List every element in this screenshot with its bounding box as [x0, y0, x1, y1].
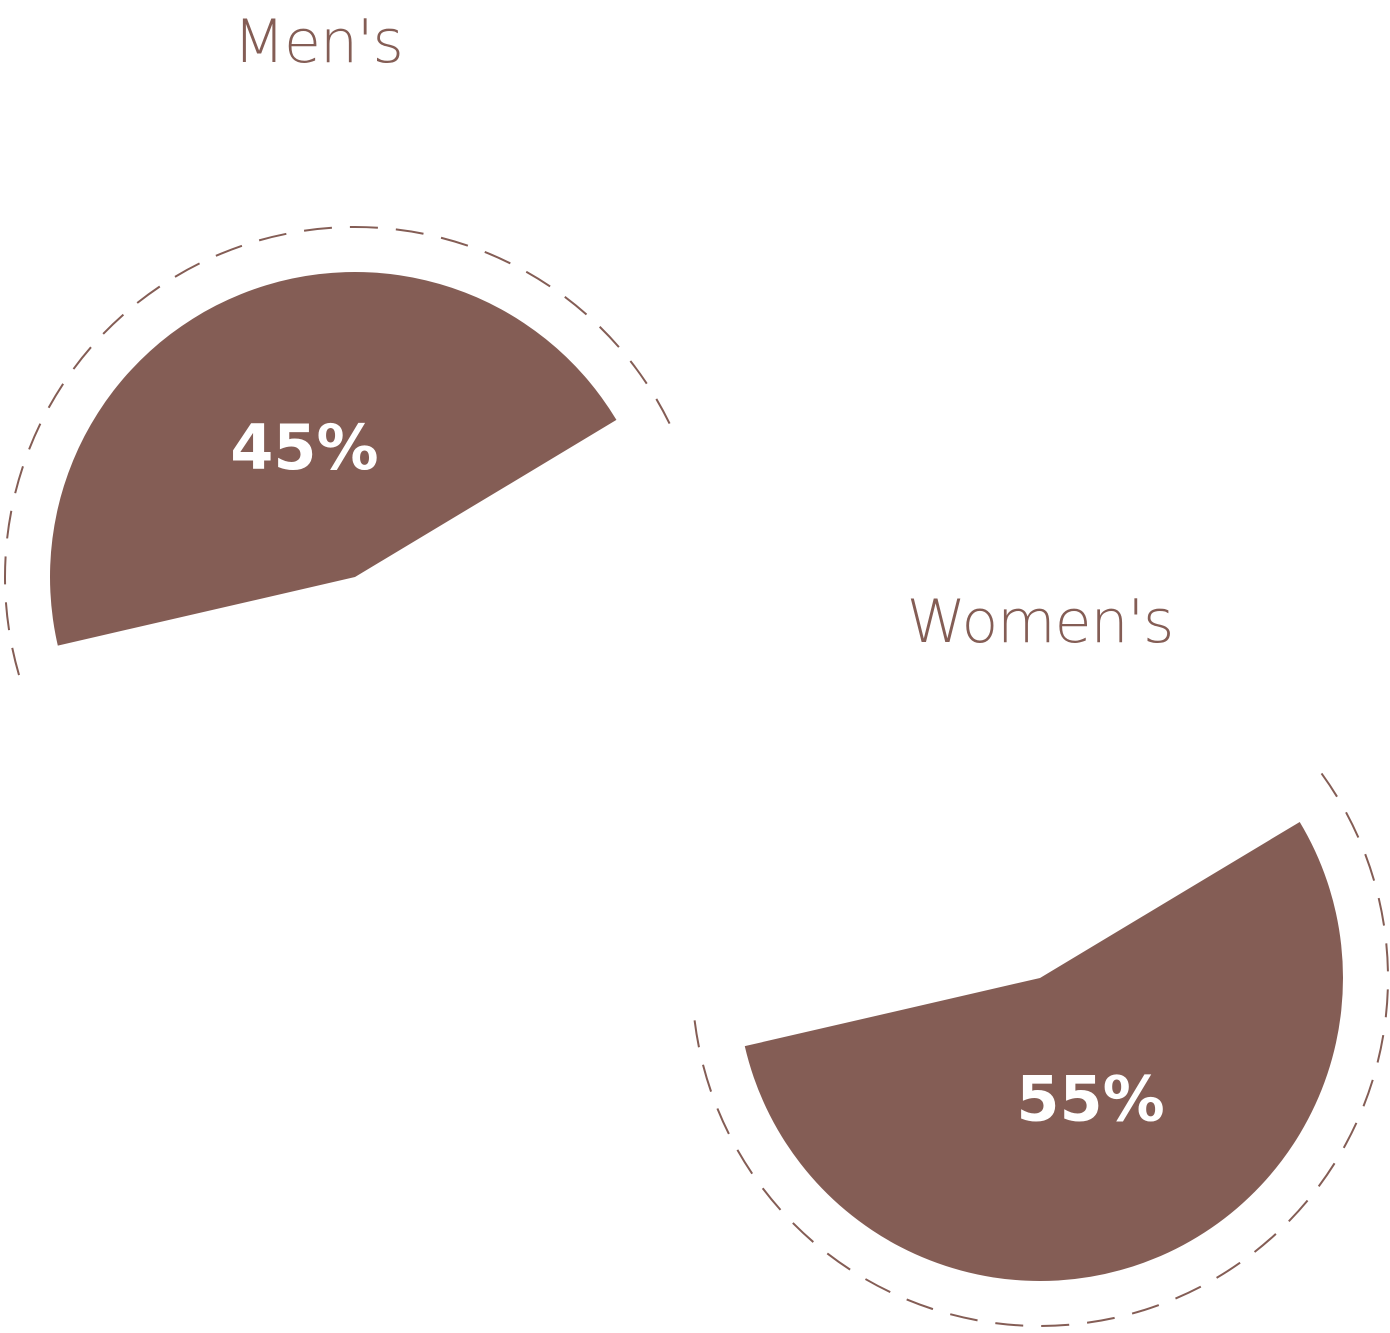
value-label: 55%	[1016, 1062, 1164, 1135]
dashed-ring	[4, 226, 671, 692]
dashed-ring	[693, 772, 1389, 1327]
chart-title: Men's	[233, 7, 402, 77]
value-label: 45%	[230, 411, 378, 484]
pie-slice	[744, 821, 1343, 1281]
chart-title: Women's	[907, 587, 1174, 657]
pie-slice	[49, 272, 617, 646]
